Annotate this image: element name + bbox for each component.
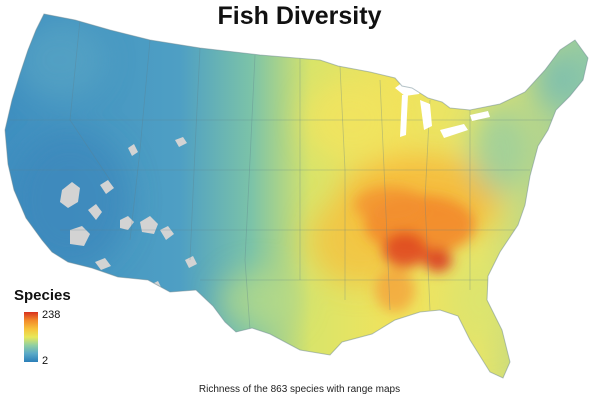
- map-title: Fish Diversity: [217, 2, 382, 30]
- country-outline: [4, 13, 589, 379]
- legend-title: Species: [14, 287, 71, 304]
- legend-color-bar: [24, 312, 38, 362]
- legend-max-label: 238: [42, 309, 61, 321]
- state-boundaries: [10, 19, 560, 331]
- great-lakes: [395, 82, 490, 138]
- legend-min-label: 2: [42, 355, 49, 367]
- map-caption: Richness of the 863 species with range m…: [198, 384, 401, 395]
